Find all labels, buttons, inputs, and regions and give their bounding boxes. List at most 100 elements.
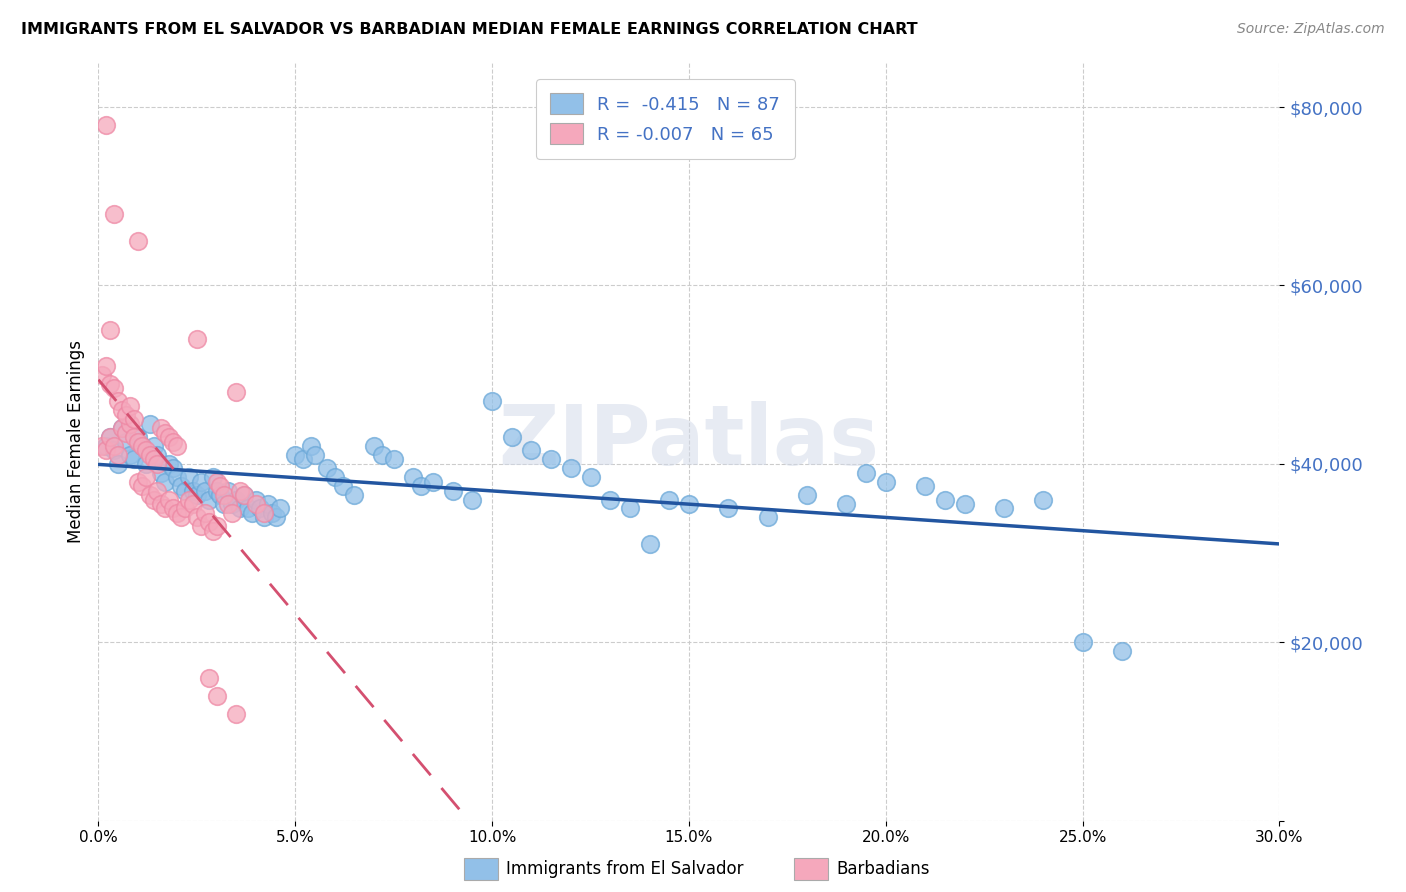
Point — [678, 497, 700, 511]
Point — [122, 452, 145, 467]
Point — [157, 457, 180, 471]
Point — [107, 448, 129, 462]
Point — [214, 488, 236, 502]
Point — [292, 452, 315, 467]
Point — [157, 492, 180, 507]
Point — [96, 443, 118, 458]
Point — [332, 479, 354, 493]
Point — [481, 394, 503, 409]
Point — [127, 430, 149, 444]
Point — [253, 510, 276, 524]
Point — [993, 501, 1015, 516]
Point — [371, 448, 394, 462]
Point — [146, 448, 169, 462]
Point — [103, 443, 125, 458]
Point — [96, 359, 118, 373]
Point — [461, 492, 484, 507]
Point — [135, 457, 157, 471]
Point — [131, 439, 153, 453]
Point — [422, 475, 444, 489]
Point — [186, 510, 208, 524]
Point — [225, 492, 247, 507]
Text: ZIPatlas: ZIPatlas — [499, 401, 879, 482]
Point — [934, 492, 956, 507]
Point — [233, 488, 256, 502]
Point — [142, 452, 165, 467]
Point — [146, 483, 169, 498]
Point — [264, 510, 287, 524]
Point — [115, 434, 138, 449]
Point — [107, 457, 129, 471]
Point — [91, 368, 114, 382]
Point — [245, 497, 267, 511]
Point — [382, 452, 405, 467]
Point — [118, 417, 141, 431]
Point — [135, 443, 157, 458]
Point — [115, 425, 138, 440]
Point — [115, 408, 138, 422]
Point — [177, 470, 200, 484]
Point — [284, 448, 307, 462]
Point — [170, 479, 193, 493]
Point — [194, 506, 217, 520]
Point — [599, 492, 621, 507]
Point — [756, 510, 779, 524]
Point — [166, 439, 188, 453]
Point — [402, 470, 425, 484]
Point — [107, 394, 129, 409]
Point — [875, 475, 897, 489]
Text: Immigrants from El Salvador: Immigrants from El Salvador — [506, 860, 744, 878]
Point — [131, 479, 153, 493]
Point — [131, 439, 153, 453]
Point — [236, 501, 259, 516]
Point — [157, 430, 180, 444]
Point — [205, 483, 228, 498]
Point — [245, 492, 267, 507]
Point — [205, 689, 228, 703]
Point — [138, 448, 160, 462]
Point — [118, 399, 141, 413]
Point — [98, 430, 121, 444]
Point — [142, 492, 165, 507]
Point — [256, 497, 278, 511]
Point — [855, 466, 877, 480]
Point — [619, 501, 641, 516]
Point — [138, 488, 160, 502]
Point — [103, 439, 125, 453]
Point — [221, 497, 243, 511]
Point — [135, 470, 157, 484]
Point — [638, 537, 661, 551]
Point — [98, 323, 121, 337]
Point — [299, 439, 322, 453]
Point — [1032, 492, 1054, 507]
Point — [190, 475, 212, 489]
Point — [186, 488, 208, 502]
Point — [118, 448, 141, 462]
Point — [197, 492, 219, 507]
Point — [127, 475, 149, 489]
Text: IMMIGRANTS FROM EL SALVADOR VS BARBADIAN MEDIAN FEMALE EARNINGS CORRELATION CHAR: IMMIGRANTS FROM EL SALVADOR VS BARBADIAN… — [21, 22, 918, 37]
Point — [520, 443, 543, 458]
Point — [186, 332, 208, 346]
Point — [142, 439, 165, 453]
Point — [233, 488, 256, 502]
Point — [174, 501, 197, 516]
Point — [150, 466, 173, 480]
Point — [658, 492, 681, 507]
Point — [240, 506, 263, 520]
Point — [122, 430, 145, 444]
Point — [170, 510, 193, 524]
Point — [225, 385, 247, 400]
Point — [953, 497, 976, 511]
Point — [181, 497, 204, 511]
Point — [155, 475, 177, 489]
Point — [229, 483, 252, 498]
Point — [111, 421, 134, 435]
Point — [146, 457, 169, 471]
Point — [343, 488, 366, 502]
Point — [96, 118, 118, 132]
Point — [138, 417, 160, 431]
Point — [540, 452, 562, 467]
Point — [197, 671, 219, 685]
Text: Source: ZipAtlas.com: Source: ZipAtlas.com — [1237, 22, 1385, 37]
